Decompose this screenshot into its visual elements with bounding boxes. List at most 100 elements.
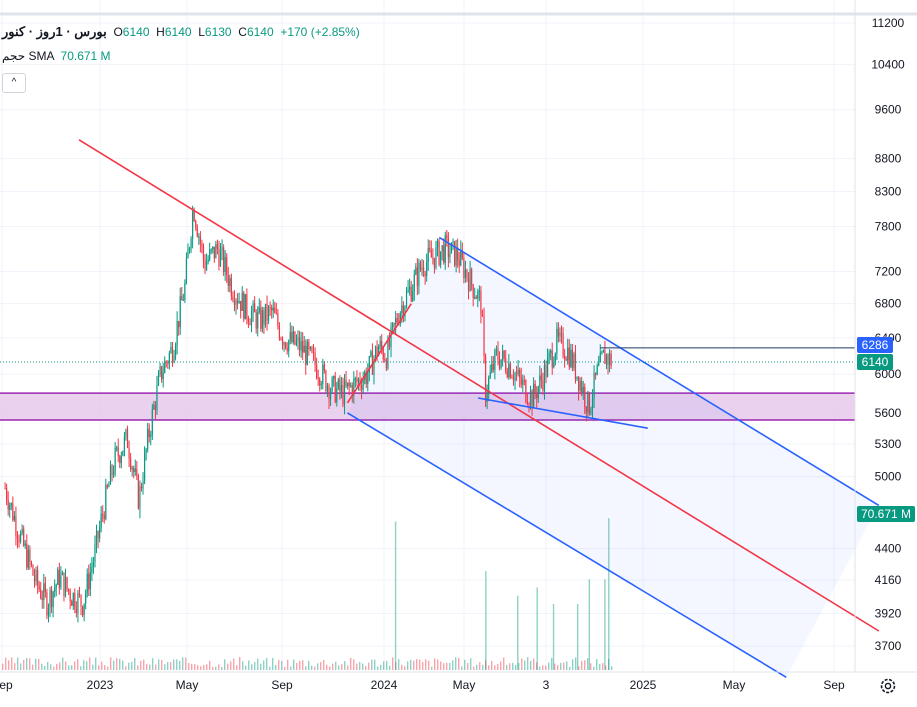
candle-body <box>410 286 412 301</box>
price-badge <box>857 337 893 353</box>
candle-body <box>308 341 310 349</box>
candle-body <box>333 376 335 379</box>
blue-trend-line[interactable] <box>347 412 787 678</box>
candle-body <box>489 372 491 378</box>
red-trend-line[interactable] <box>78 139 880 632</box>
candle-body <box>99 527 101 539</box>
candle-body <box>260 307 262 329</box>
candle-body <box>117 447 119 457</box>
candle-body <box>63 572 65 596</box>
candle-body <box>192 211 194 239</box>
blue-trend-line[interactable] <box>438 236 880 507</box>
candle-body <box>64 577 67 596</box>
volume-bar <box>581 660 583 670</box>
candle-body <box>275 312 277 314</box>
time-axis[interactable]: Sep 2023 May Sep 2024 May 3 2025 May Sep <box>0 678 845 692</box>
volume-bar <box>476 664 478 670</box>
candle-body <box>91 566 93 573</box>
candle-body <box>497 349 499 361</box>
gear-icon[interactable] <box>878 676 898 696</box>
candle-body <box>302 340 304 353</box>
volume-bar <box>545 665 547 670</box>
time-tick-label: Sep <box>271 678 293 692</box>
candle-body <box>564 355 566 360</box>
candle-body <box>13 515 15 521</box>
legend-collapse-button[interactable]: ^ <box>2 73 26 93</box>
candle-body <box>133 467 135 472</box>
candle-body <box>471 269 473 285</box>
volume-bar <box>161 660 163 670</box>
volume-bar <box>137 665 139 670</box>
candle-body <box>545 365 547 377</box>
low-value: 6130 <box>204 25 232 39</box>
candle-body <box>388 339 391 348</box>
volume-bar <box>71 665 73 670</box>
volume-spike <box>394 521 397 670</box>
channel-fill <box>347 237 879 678</box>
candle-body <box>125 429 127 437</box>
candle-body <box>483 316 485 356</box>
legend-volume[interactable]: حجم SMA 70.671 M <box>2 49 111 63</box>
volume-bar <box>458 657 460 670</box>
candle-body <box>233 300 236 305</box>
candle-body <box>168 352 170 364</box>
candle-body <box>426 261 428 276</box>
candle-body <box>429 247 431 251</box>
price-axis[interactable]: 1120010400960088008300780072006800640060… <box>871 16 905 653</box>
volume-bar <box>296 662 298 670</box>
volume-bar <box>434 658 436 670</box>
candle-body <box>391 323 394 328</box>
close-label: C <box>238 25 247 39</box>
candle-body <box>453 240 456 266</box>
volume-bar <box>20 663 22 670</box>
volume-bar <box>515 664 517 670</box>
candle-body <box>136 469 138 476</box>
volume-bar <box>224 659 226 670</box>
candle-body <box>269 307 271 309</box>
volume-bar <box>236 665 238 670</box>
price-tick-label: 7200 <box>875 265 902 279</box>
price-tick-label: 5000 <box>875 470 902 484</box>
candle-body <box>30 561 33 566</box>
volume-bar <box>119 658 121 670</box>
volume-bar <box>32 664 34 670</box>
candle-body <box>274 307 276 313</box>
volume-bar <box>401 664 403 670</box>
volume-bar <box>449 662 451 670</box>
candle-body <box>323 364 325 371</box>
candle-body <box>326 385 329 392</box>
volume-bar <box>290 666 292 670</box>
volume-bar <box>431 666 433 670</box>
candle-body <box>322 364 324 385</box>
symbol-title[interactable]: بورس · 1روز · کنور <box>2 24 107 39</box>
candle-body <box>89 572 91 590</box>
volume-bar <box>206 664 208 670</box>
volume-bar <box>365 665 367 670</box>
candle-body <box>433 257 436 268</box>
candle-body <box>292 331 294 343</box>
candle-body <box>230 278 232 297</box>
volume-bar <box>245 665 247 670</box>
candle-body <box>477 291 479 299</box>
volume-bar <box>326 664 328 670</box>
blue-wedge-line[interactable] <box>478 397 648 429</box>
candle-body <box>123 436 126 451</box>
candle-body <box>94 544 96 562</box>
candle-body <box>278 325 281 339</box>
candle-body <box>525 380 527 402</box>
red-trend-line[interactable] <box>346 303 412 404</box>
candle-body <box>176 320 178 346</box>
candle-body <box>502 350 504 360</box>
candle-body <box>520 377 522 385</box>
volume-bar <box>167 662 169 670</box>
volume-bar <box>587 658 589 670</box>
candle-body <box>247 318 250 324</box>
candle-body <box>182 299 184 301</box>
candle-body <box>519 369 521 378</box>
volume-bar <box>542 665 544 670</box>
candle-body <box>61 572 64 575</box>
volume-bar <box>452 660 454 670</box>
candle-body <box>343 380 346 405</box>
price-badges: 6286 6140 70.671 M <box>857 337 915 522</box>
